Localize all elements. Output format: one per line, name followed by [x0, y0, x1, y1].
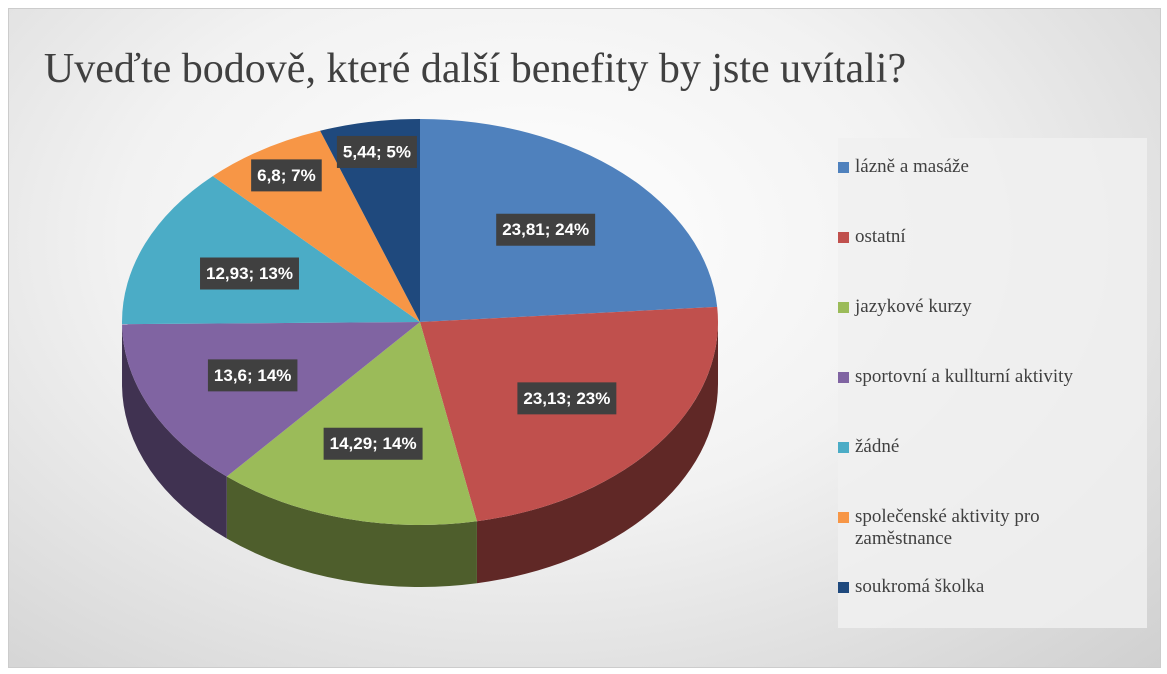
legend-item: lázně a masáže — [838, 156, 1138, 178]
data-label-group: 5,44; 5% — [336, 135, 417, 168]
data-label-group: 12,93; 13% — [200, 257, 299, 290]
legend-item: jazykové kurzy — [838, 296, 1138, 318]
data-label: 6,8; 7% — [257, 166, 316, 185]
legend-label: žádné — [855, 436, 900, 457]
pie-slice — [122, 176, 420, 325]
legend-label: lázně a masáže — [855, 156, 969, 177]
legend-label: jazykové kurzy — [855, 296, 972, 317]
legend-swatch — [838, 232, 849, 243]
legend-label: společenské aktivity pro zaměstnance — [855, 506, 1040, 549]
legend-swatch — [838, 162, 849, 173]
data-label: 12,93; 13% — [206, 264, 293, 283]
data-label-group: 6,8; 7% — [251, 159, 322, 192]
chart-title: Uveďte bodově, které další benefity by j… — [44, 46, 906, 92]
legend-swatch — [838, 582, 849, 593]
data-label: 5,44; 5% — [343, 142, 411, 161]
legend-label: sportovní a kullturní aktivity — [855, 366, 1073, 387]
data-label-box — [323, 427, 423, 460]
legend-label: soukromá školka — [855, 576, 985, 597]
legend-item: sportovní a kullturní aktivity — [838, 366, 1138, 388]
pie-slice — [226, 322, 477, 525]
legend: lázně a masáže ostatní jazykové kurzy sport… — [838, 138, 1147, 628]
legend-item: soukromá školka — [838, 576, 1138, 598]
data-label: 14,29; 14% — [330, 434, 417, 453]
legend-swatch — [838, 302, 849, 313]
legend-swatch — [838, 512, 849, 523]
pie-slice — [122, 322, 420, 477]
legend-item: žádné — [838, 436, 1138, 458]
data-label-group: 13,6; 14% — [207, 359, 298, 392]
legend-item: ostatní — [838, 226, 1138, 248]
data-label-box — [200, 257, 299, 290]
data-label-box — [496, 213, 596, 246]
data-label-group: 23,13; 23% — [517, 382, 617, 415]
data-label-box — [517, 382, 617, 415]
data-label: 23,81; 24% — [502, 220, 589, 239]
data-label-box — [251, 159, 322, 192]
data-label: 13,6; 14% — [214, 366, 292, 385]
data-label-box — [336, 135, 417, 168]
pie-slice — [320, 119, 420, 322]
data-label-box — [207, 359, 298, 392]
legend-swatch — [838, 442, 849, 453]
legend-swatch — [838, 372, 849, 383]
legend-label: ostatní — [855, 226, 906, 247]
data-label: 23,13; 23% — [523, 389, 610, 408]
data-label-group: 14,29; 14% — [323, 427, 423, 460]
pie-side — [476, 322, 718, 584]
pie-side — [122, 324, 227, 539]
data-label-group: 23,81; 24% — [496, 213, 596, 246]
pie-side — [226, 476, 477, 587]
legend-item: společenské aktivity pro zaměstnance — [838, 506, 1138, 550]
